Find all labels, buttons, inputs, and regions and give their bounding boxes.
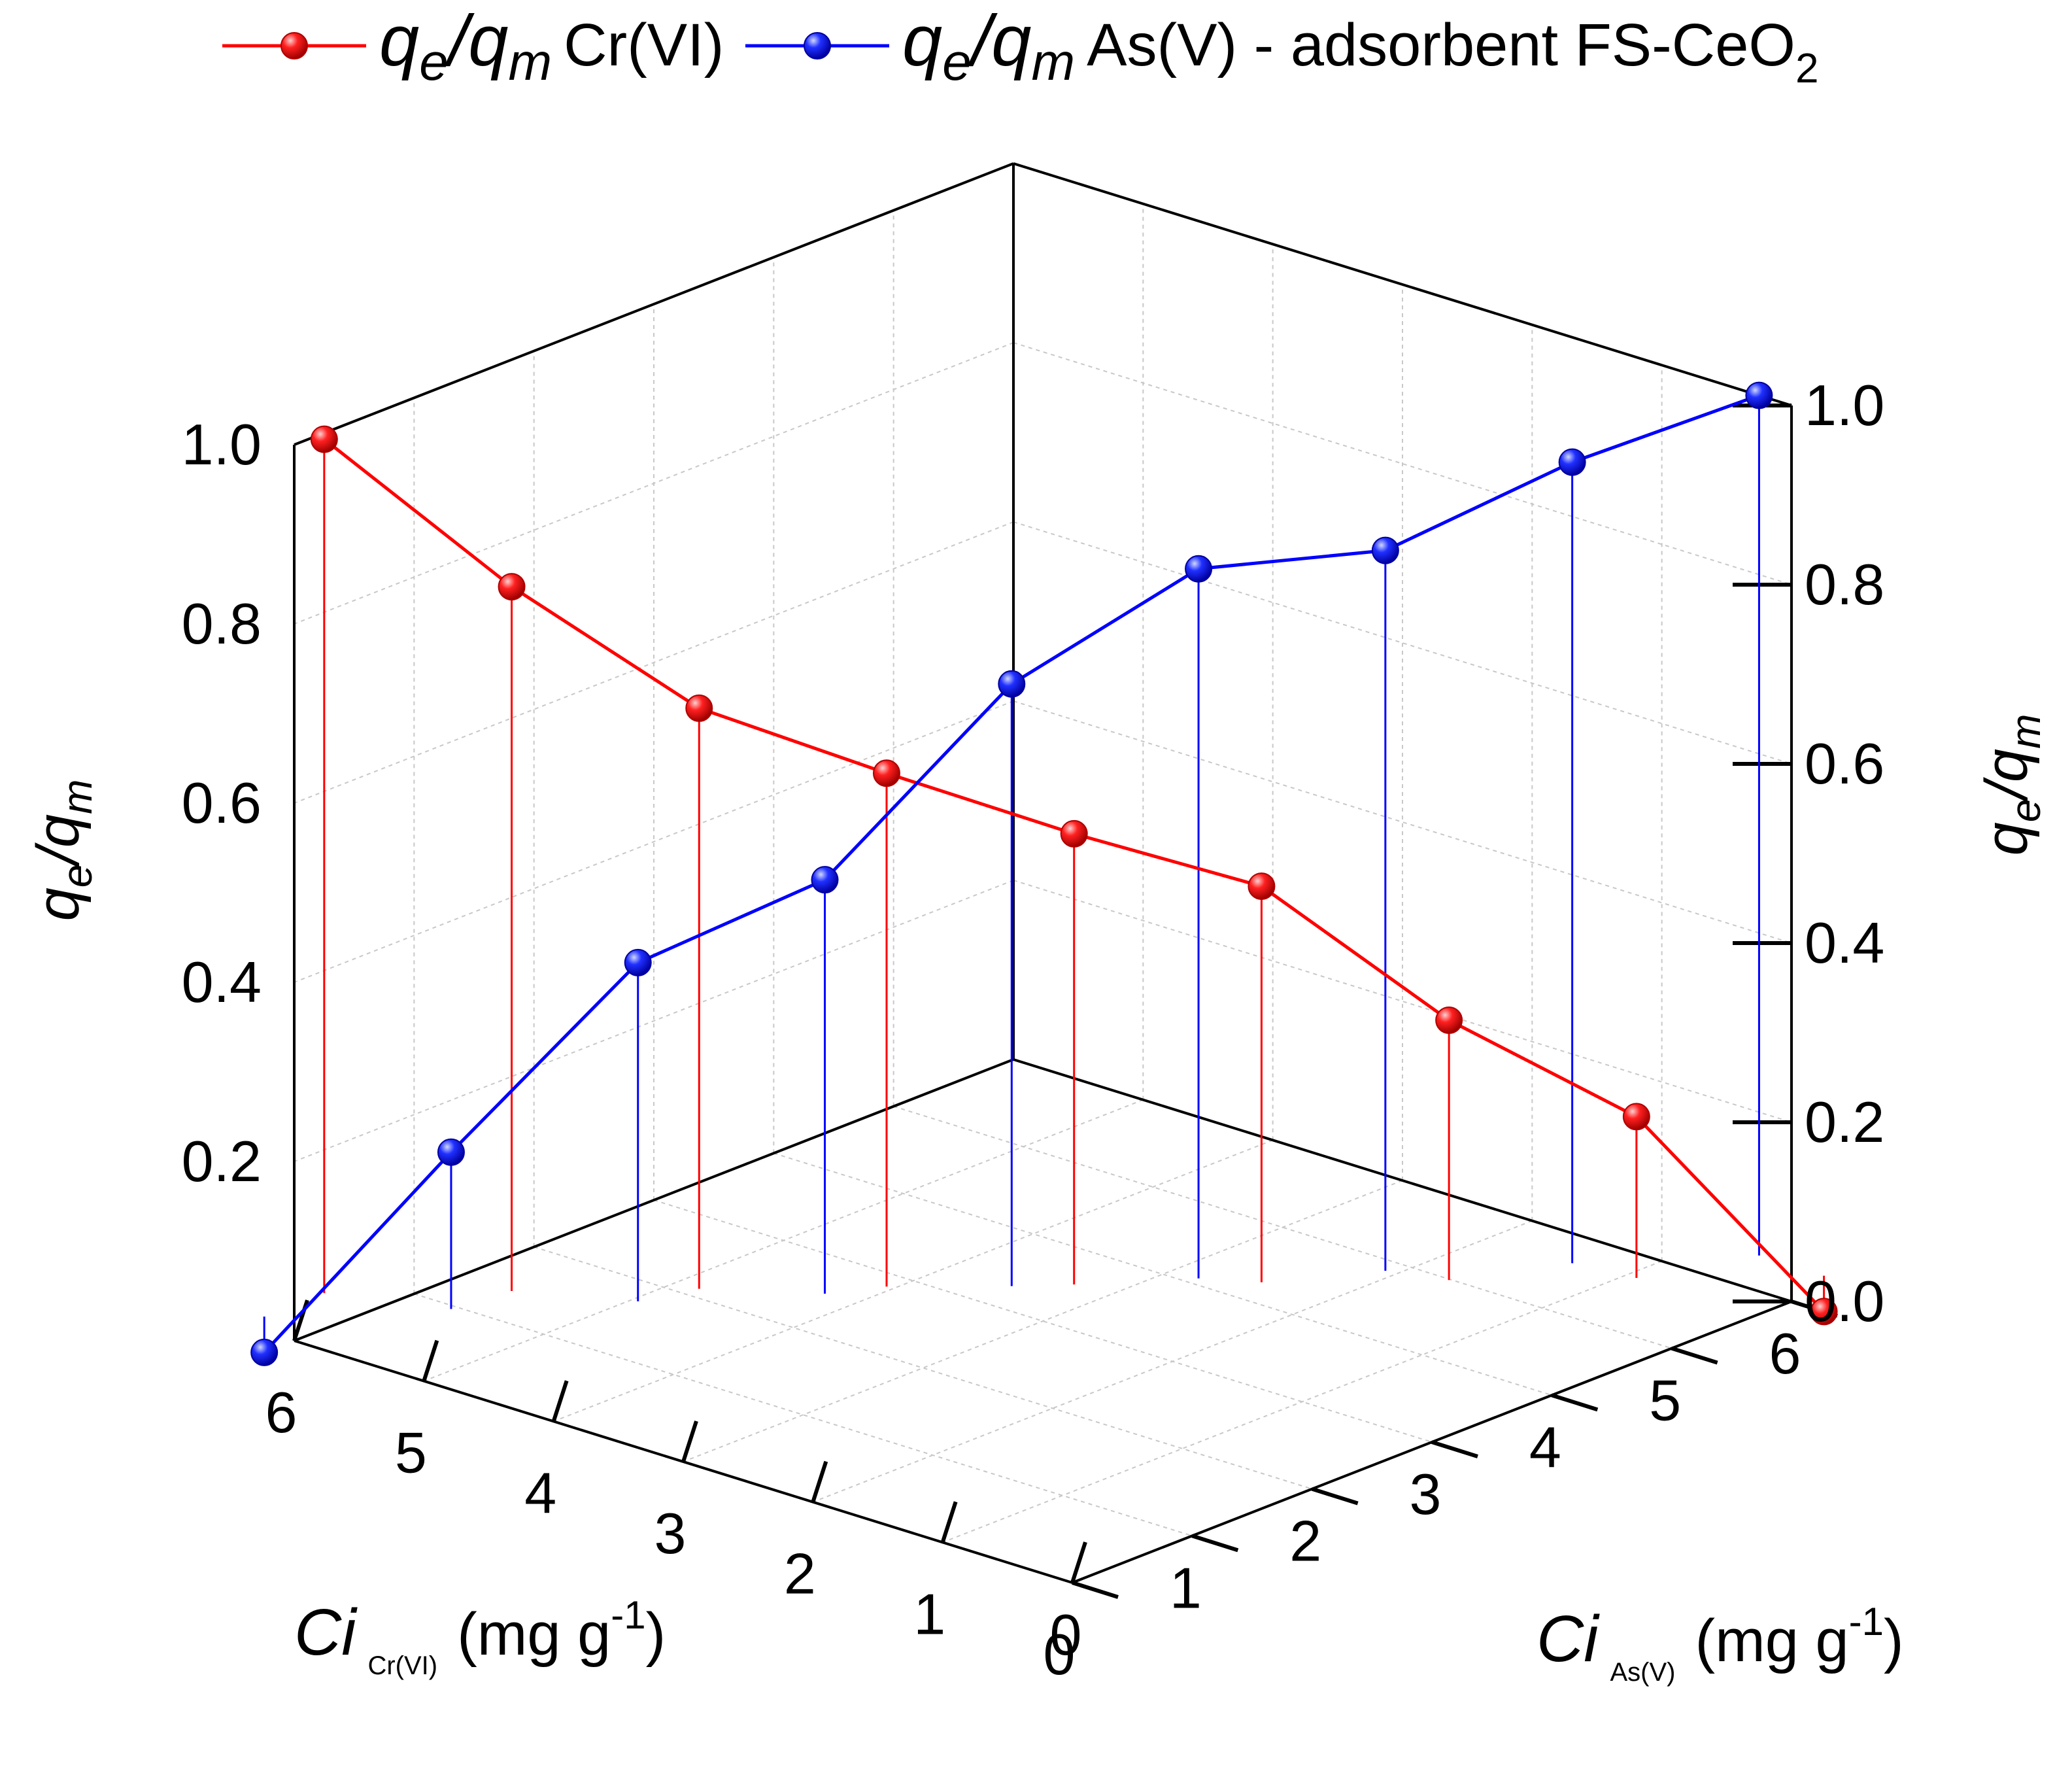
legend-label-as: qe/qm As(V) - adsorbent FS-CeO2 — [902, 1, 1819, 92]
data-point-cr — [310, 425, 338, 453]
z-axis-left-tick-label: 0.4 — [182, 950, 262, 1014]
grid-line-xwall-horiz — [294, 342, 1014, 625]
data-point-cr — [1248, 872, 1276, 901]
data-point-as — [811, 866, 839, 894]
frame-floor-x-back — [294, 1058, 1014, 1342]
z-axis-title-right: qe/qm — [1973, 714, 2049, 856]
y-axis-tick-label: 1 — [913, 1581, 945, 1646]
grid-line-floor-y — [553, 1139, 1274, 1422]
z-axis-right-tick-label: 0.2 — [1805, 1090, 1884, 1154]
x-axis-tick-label: 0 — [1050, 1602, 1082, 1667]
z-axis-left-tick-label: 0.6 — [182, 770, 262, 835]
y-axis-tick — [422, 1339, 439, 1382]
series-points — [250, 381, 1838, 1366]
legend: qe/qm Cr(VI) qe/qm As(V) - adsorbent FS-Ce… — [222, 1, 1819, 92]
grid-line-ywall-horiz — [1013, 342, 1792, 585]
x-axis-tick — [1311, 1487, 1359, 1506]
z-axis-right-tick-label: 0.0 — [1805, 1269, 1884, 1334]
data-point-cr — [1810, 1298, 1838, 1326]
z-axis-right-tick-label: 0.4 — [1805, 910, 1884, 975]
x-axis-tick — [1191, 1534, 1239, 1553]
data-point-as — [998, 670, 1026, 698]
data-point-as — [1185, 555, 1213, 583]
grid-line-floor-x — [773, 1152, 1552, 1396]
y-axis-tick — [1070, 1541, 1087, 1583]
axis-frame — [293, 162, 1793, 1584]
y-axis-tick-label: 5 — [395, 1420, 427, 1485]
data-point-as — [1558, 448, 1586, 476]
grid-line-xwall-horiz — [294, 700, 1014, 983]
x-axis-tick — [1551, 1393, 1599, 1412]
series-lines — [263, 394, 1826, 1354]
grid-line-ywall-horiz — [1013, 700, 1792, 944]
grid-line-floor-y — [942, 1260, 1663, 1543]
grid-lines — [294, 163, 1792, 1583]
y-axis-tick-label: 6 — [265, 1380, 297, 1445]
z-axis-left-tick-label: 0.2 — [182, 1129, 262, 1194]
frame-top-x — [294, 162, 1014, 446]
x-axis-tick-label: 1 — [1170, 1555, 1202, 1620]
axis-ticks — [292, 404, 1838, 1599]
legend-entry-as: qe/qm As(V) - adsorbent FS-CeO2 — [745, 1, 1819, 92]
data-point-cr — [1435, 1006, 1463, 1034]
grid-line-xwall-horiz — [294, 521, 1014, 804]
y-axis-title: Ci As(V) (mg g-1) — [1537, 1600, 1904, 1687]
data-point-cr — [685, 694, 713, 722]
data-point-cr — [872, 759, 900, 787]
data-point-cr — [498, 573, 526, 601]
data-point-as — [437, 1138, 465, 1166]
legend-entry-cr: qe/qm Cr(VI) — [222, 1, 724, 91]
x-axis-tick-label: 6 — [1769, 1321, 1801, 1386]
z-axis-right-tick-label: 0.6 — [1805, 731, 1884, 796]
z-axis-left-tick-label: 0.8 — [182, 591, 262, 656]
grid-line-floor-y — [683, 1180, 1403, 1462]
data-point-as — [1371, 536, 1399, 564]
grid-line-xwall-horiz — [294, 880, 1014, 1162]
x-axis-tick-label: 2 — [1289, 1509, 1321, 1574]
x-axis-tick-label: 5 — [1649, 1368, 1681, 1433]
x-axis-title: Ci Cr(VI) (mg g-1) — [294, 1593, 666, 1680]
legend-marker-cr — [280, 32, 308, 60]
x-axis-tick-label: 3 — [1410, 1462, 1442, 1526]
data-point-cr — [1060, 819, 1088, 848]
y-axis-tick — [681, 1420, 698, 1462]
grid-line-ywall-horiz — [1013, 880, 1792, 1123]
frame-top-y — [1013, 162, 1792, 407]
y-axis-tick-label: 0 — [1044, 1622, 1076, 1687]
z-axis-left-tick-label: 1.0 — [182, 412, 262, 477]
y-axis-tick — [551, 1380, 569, 1422]
y-axis-tick-label: 2 — [784, 1541, 816, 1606]
z-axis-title-left: qe/qm — [25, 780, 101, 921]
y-axis-tick-label: 3 — [654, 1501, 687, 1566]
grid-line-floor-x — [534, 1246, 1312, 1490]
x-axis-tick — [1431, 1440, 1478, 1458]
y-axis-tick — [811, 1460, 828, 1503]
drop-lines — [263, 395, 1826, 1352]
y-axis-tick-label: 4 — [524, 1460, 556, 1525]
x-axis-tick-label: 4 — [1529, 1415, 1561, 1479]
data-point-as — [624, 948, 652, 976]
data-point-as — [250, 1338, 279, 1366]
grid-line-ywall-horiz — [1013, 521, 1792, 765]
frame-floor-y-back — [1013, 1058, 1792, 1303]
data-point-cr — [1622, 1103, 1650, 1131]
x-axis-tick — [1671, 1346, 1718, 1365]
y-axis-tick — [940, 1501, 958, 1543]
x-axis-tick — [1072, 1581, 1119, 1599]
grid-line-floor-y — [812, 1220, 1533, 1503]
z-axis-right-tick-label: 0.8 — [1805, 552, 1884, 617]
tick-labels: 0 1 2 3 4 5 6 0 1 2 3 4 5 6 0.2 0.4 0.6 0.8 1.0 0.0 0.2 0.4 0.… — [182, 373, 1885, 1687]
legend-label-cr: qe/qm Cr(VI) — [379, 1, 724, 91]
data-point-as — [1745, 381, 1773, 409]
legend-marker-as — [804, 32, 831, 60]
z-axis-right-tick-label: 1.0 — [1805, 373, 1884, 438]
grid-line-floor-y — [423, 1099, 1144, 1382]
